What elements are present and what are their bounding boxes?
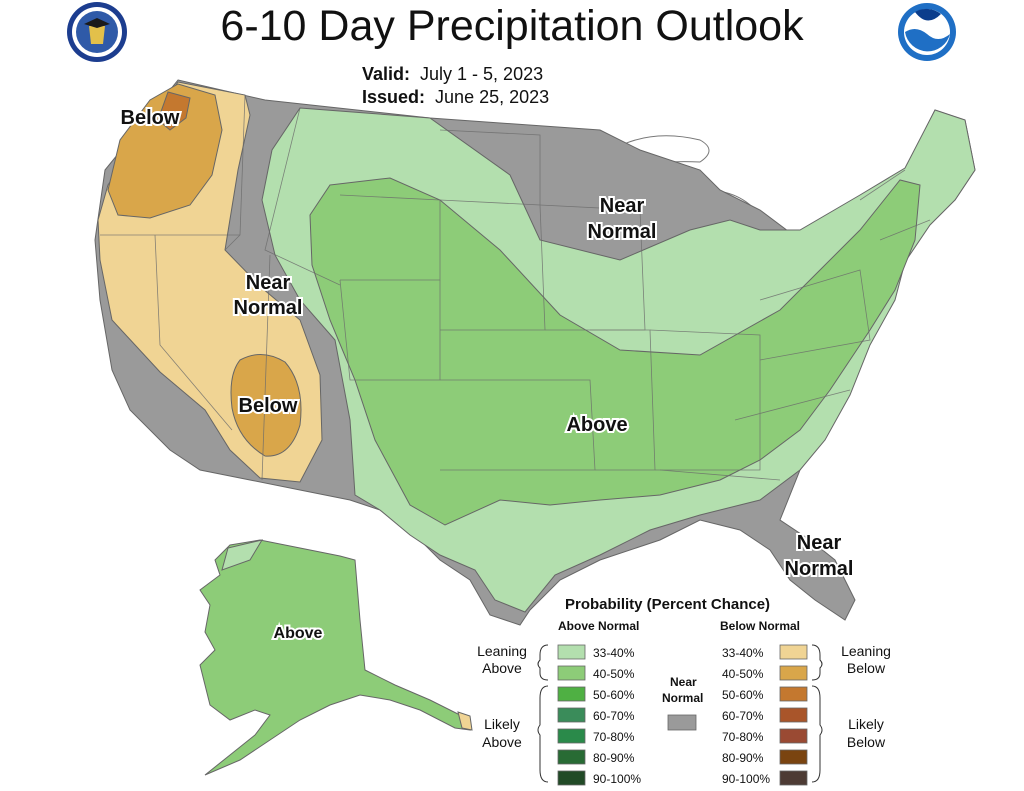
label-florida-normal: Normal (785, 558, 854, 580)
label-pacific-nw: Below (121, 107, 180, 129)
legend-below-label-3: 60-70% (722, 709, 764, 723)
legend-above-label-2: 50-60% (593, 688, 635, 702)
legend-above-label-3: 60-70% (593, 709, 635, 723)
legend-above-swatch-5 (557, 749, 586, 765)
legend-leaning-above-line2: Above (482, 660, 522, 676)
alaska-below-sliver (457, 711, 473, 731)
noaa-logo-icon (898, 3, 956, 61)
legend-below-label-1: 40-50% (722, 667, 764, 681)
label-alaska: Above (274, 625, 323, 642)
legend-likely-above-line1: Likely (484, 716, 520, 732)
legend-likely-below-line1: Likely (848, 716, 884, 732)
valid-label: Valid: (362, 64, 411, 84)
label-upper-midwest-near: Near (600, 195, 645, 217)
label-central: Above (566, 414, 627, 436)
legend-below-swatch-2 (779, 686, 808, 702)
below-40-50-sw-region (230, 354, 302, 457)
legend-title: Probability (Percent Chance) (565, 596, 770, 613)
issued-value: June 25, 2023 (435, 87, 550, 107)
legend-below-swatch-0 (779, 644, 808, 660)
legend-below-swatch-1 (779, 665, 808, 681)
legend-above-swatch-4 (557, 728, 586, 744)
legend-likely-below-line2: Below (847, 734, 886, 750)
below-40-50-pnw-region (107, 83, 223, 219)
legend-below-swatch-3 (779, 707, 808, 723)
label-southwest: Below (239, 395, 298, 417)
legend-near-normal-line1: Near (670, 675, 697, 689)
alaska-near-normal-sliver (221, 539, 264, 571)
legend-below-label-4: 70-80% (722, 730, 764, 744)
valid-dates: Valid: July 1 - 5, 2023 (362, 64, 543, 85)
legend-above-label-6: 90-100% (593, 772, 641, 786)
label-great-basin-near: Near (246, 272, 291, 294)
legend-below-label-5: 80-90% (722, 751, 764, 765)
legend-below-swatch-4 (779, 728, 808, 744)
legend: Probability (Percent Chance) Above Norma… (477, 596, 891, 786)
legend-below-label-6: 90-100% (722, 772, 770, 786)
legend-above-swatch-6 (557, 770, 586, 786)
legend-above-label-1: 40-50% (593, 667, 635, 681)
legend-below-swatches: 33-40% 40-50% 50-60% 60-70% 70-80% 80-90% 90-1… (722, 644, 808, 786)
legend-above-swatch-3 (557, 707, 586, 723)
legend-leaning-below-line1: Leaning (841, 643, 891, 659)
legend-below-swatch-6 (779, 770, 808, 786)
legend-above-label-0: 33-40% (593, 646, 635, 660)
legend-below-header: Below Normal (720, 619, 800, 633)
legend-above-label-4: 70-80% (593, 730, 635, 744)
legend-leaning-above-line1: Leaning (477, 643, 527, 659)
commerce-seal-icon (67, 2, 127, 62)
legend-above-swatch-1 (557, 665, 586, 681)
legend-above-label-5: 80-90% (593, 751, 635, 765)
issued-date: Issued: June 25, 2023 (362, 87, 549, 108)
label-upper-midwest-normal: Normal (588, 221, 657, 243)
legend-near-normal-swatch (667, 714, 697, 731)
issued-label: Issued: (362, 87, 426, 107)
legend-below-label-2: 50-60% (722, 688, 764, 702)
legend-above-swatch-2 (557, 686, 586, 702)
legend-above-header: Above Normal (558, 619, 639, 633)
alaska-above-40-50-region (199, 539, 472, 776)
above-40-50-region (309, 177, 921, 526)
legend-near-normal-line2: Normal (662, 691, 703, 705)
legend-likely-above-line2: Above (482, 734, 522, 750)
legend-above-swatch-0 (557, 644, 586, 660)
legend-below-label-0: 33-40% (722, 646, 764, 660)
legend-below-swatch-5 (779, 749, 808, 765)
legend-leaning-below-line2: Below (847, 660, 886, 676)
map-title: 6-10 Day Precipitation Outlook (220, 2, 804, 50)
state-boundaries (100, 94, 931, 481)
label-florida-near: Near (797, 532, 842, 554)
below-50-60-pnw-region (157, 91, 191, 131)
legend-above-swatches: 33-40% 40-50% 50-60% 60-70% 70-80% 80-90% 90-1… (557, 644, 641, 786)
label-great-basin-normal: Normal (234, 297, 303, 319)
valid-value: July 1 - 5, 2023 (420, 64, 544, 84)
